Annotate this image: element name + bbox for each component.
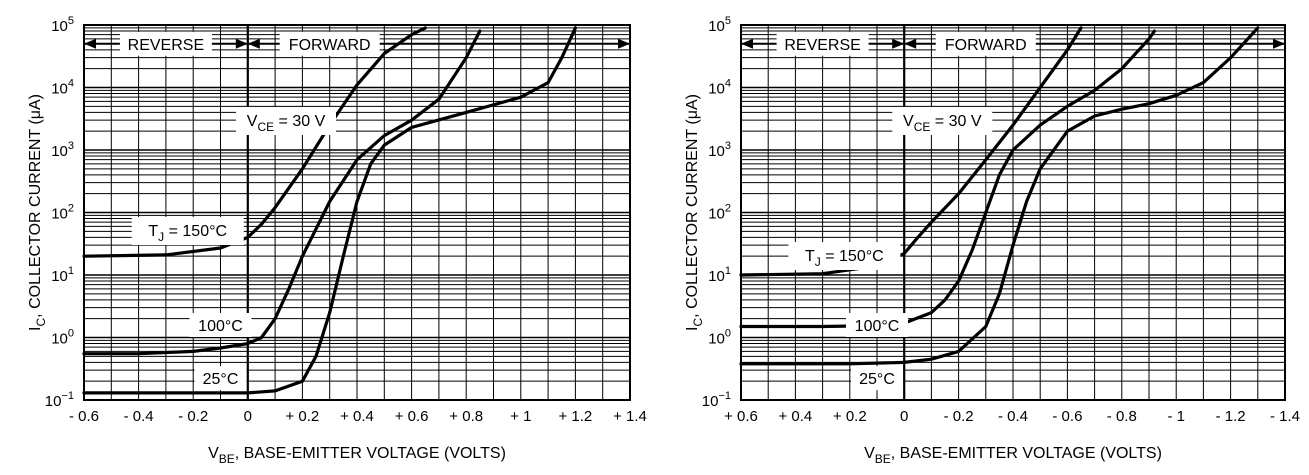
plot-frame — [83, 24, 631, 401]
x-tick-label: - 1.4 — [1270, 408, 1300, 425]
y-tick-label: 105 — [708, 15, 731, 35]
y-tick-label: 104 — [51, 78, 74, 98]
vce-label-bg — [236, 107, 337, 135]
grid — [83, 24, 631, 401]
y-tick-label: 102 — [708, 203, 731, 223]
y-tick-label: 104 — [708, 78, 731, 98]
vce-label-bg — [892, 107, 993, 135]
x-axis-label: VBE, BASE-EMITTER VOLTAGE (VOLTS) — [208, 445, 506, 466]
plot-frame — [740, 24, 1286, 401]
x-tick-label: - 1 — [1167, 408, 1185, 425]
series-line-25C — [82, 26, 577, 395]
forward-arrow-head — [618, 38, 630, 49]
series-line-150C — [82, 26, 427, 258]
y-axis-label: IC, COLLECTOR CURRENT (μA) — [684, 94, 705, 331]
x-tick-label: + 0.2 — [833, 408, 867, 425]
reverse-label-bg — [776, 31, 869, 56]
chart-panel-left: - 0.6 - 0.4 - 0.2 0 + 0.2 + 0.4 + 0.6 + 0.8 + 1 +… — [27, 15, 647, 466]
x-tick-label: + 1 — [510, 408, 531, 425]
chart-panel-right: + 0.6 + 0.4 + 0.2 0 - 0.2 - 0.4 - 0.6 - 0.8 - 1 -… — [684, 15, 1300, 466]
reverse-arrow-head — [892, 38, 905, 49]
series-line-150C — [739, 26, 1083, 277]
y-tick-label: 10−1 — [45, 390, 74, 410]
reverse-arrow-tail — [84, 38, 96, 49]
forward-arrow-head — [1273, 38, 1285, 49]
x-tick-label: - 0.2 — [944, 408, 974, 425]
y-tick-label: 101 — [708, 265, 731, 285]
x-tick-label: + 0.6 — [395, 408, 429, 425]
tj-150c-label: TJ = 150°C — [148, 223, 227, 244]
reverse-label: REVERSE — [784, 37, 860, 54]
x-tick-label: - 0.4 — [124, 408, 154, 425]
x-tick-label: - 0.8 — [1107, 408, 1137, 425]
x-tick-label: + 0.4 — [779, 408, 813, 425]
x-tick-label: - 0.6 — [69, 408, 99, 425]
tj-150c-label-bg — [131, 217, 244, 245]
x-tick-label: + 0.6 — [724, 408, 758, 425]
reverse-arrow-head — [235, 38, 248, 49]
y-tick-label: 103 — [51, 140, 74, 160]
vce-label: VCE = 30 V — [247, 113, 326, 134]
x-tick-label: + 1.2 — [559, 408, 593, 425]
forward-arrow-tail — [247, 38, 260, 49]
y-axis-label: IC, COLLECTOR CURRENT (μA) — [27, 94, 48, 331]
temp-100c-label: 100°C — [198, 318, 243, 335]
reverse-arrow-tail — [741, 38, 753, 49]
y-tick-label: 10−1 — [702, 390, 731, 410]
forward-label-bg — [935, 31, 1036, 56]
x-tick-label: + 0.4 — [340, 408, 374, 425]
temp-25c-label: 25°C — [859, 371, 895, 388]
y-tick-label: 102 — [51, 203, 74, 223]
reverse-label: REVERSE — [128, 37, 204, 54]
temp-100c-label-bg — [846, 313, 908, 337]
x-tick-label: + 0.2 — [286, 408, 320, 425]
forward-arrow-tail — [904, 38, 917, 49]
y-tick-label: 100 — [51, 328, 74, 348]
x-tick-label: - 0.6 — [1052, 408, 1082, 425]
temp-25c-label-bg — [851, 366, 903, 391]
series-line-100C — [739, 29, 1156, 329]
temp-100c-label-bg — [189, 313, 252, 337]
temp-25c-label-bg — [194, 366, 247, 391]
x-tick-label: - 0.2 — [178, 408, 208, 425]
x-tick-label: + 0.8 — [449, 408, 483, 425]
series-line-25C — [739, 26, 1260, 366]
x-axis-label: VBE, BASE-EMITTER VOLTAGE (VOLTS) — [864, 445, 1162, 466]
x-tick-label: 0 — [900, 408, 908, 425]
vce-label: VCE = 30 V — [903, 113, 982, 134]
x-tick-label: - 0.4 — [998, 408, 1028, 425]
series-line-100C — [82, 29, 482, 356]
forward-label: FORWARD — [289, 37, 371, 54]
temp-25c-label: 25°C — [203, 371, 239, 388]
x-tick-label: - 1.2 — [1216, 408, 1246, 425]
y-tick-label: 105 — [51, 15, 74, 35]
forward-label-bg — [279, 31, 380, 56]
y-tick-label: 101 — [51, 265, 74, 285]
reverse-label-bg — [119, 31, 212, 56]
tj-150c-label-bg — [788, 242, 901, 270]
tj-150c-label: TJ = 150°C — [805, 248, 884, 269]
y-tick-label: 103 — [708, 140, 731, 160]
y-tick-label: 100 — [708, 328, 731, 348]
forward-label: FORWARD — [945, 37, 1027, 54]
temp-100c-label: 100°C — [855, 318, 900, 335]
x-tick-label: + 1.4 — [613, 408, 647, 425]
x-tick-label: 0 — [244, 408, 252, 425]
